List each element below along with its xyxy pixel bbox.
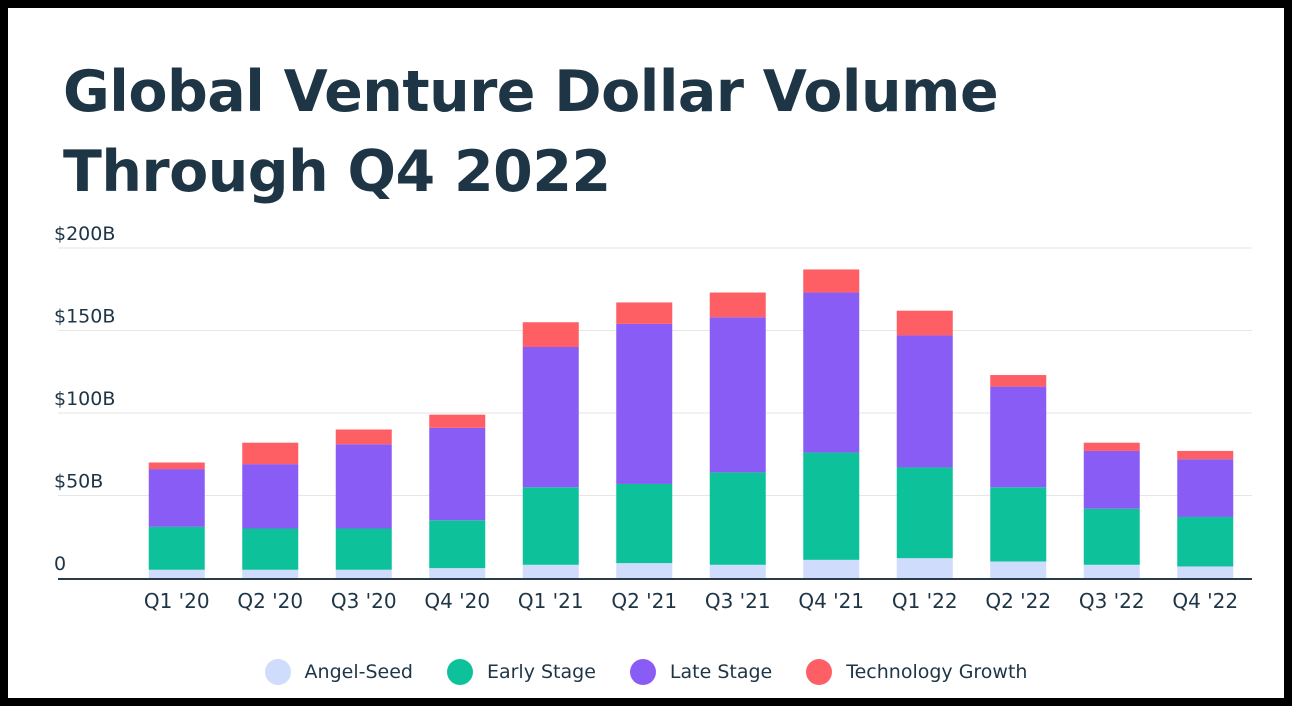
bar-segment-late-stage (242, 464, 299, 529)
y-tick-label: $50B (54, 471, 103, 493)
x-tick-label: Q2 '21 (611, 589, 677, 613)
bar-segment-angel-seed (709, 564, 766, 578)
x-tick-label: Q2 '22 (985, 589, 1051, 613)
legend-label: Early Stage (486, 661, 596, 683)
bar-segment-technology-growth (335, 429, 392, 445)
bar-segment-angel-seed (1083, 564, 1140, 578)
bar-segment-technology-growth (1083, 442, 1140, 451)
y-tick-label: $200B (54, 223, 115, 245)
bar-segment-early-stage (1083, 508, 1140, 565)
bar-segment-angel-seed (429, 568, 486, 578)
x-tick-label: Q1 '22 (892, 589, 958, 613)
chart-title: Global Venture Dollar Volume Through Q4 … (63, 59, 999, 205)
bar-segment-angel-seed (522, 564, 579, 578)
bar-segment-technology-growth (148, 462, 205, 470)
bar-segment-late-stage (616, 323, 673, 484)
bar-segment-early-stage (709, 472, 766, 565)
bar-segment-technology-growth (616, 302, 673, 324)
x-tick-label: Q1 '20 (144, 589, 210, 613)
legend-swatch (629, 659, 656, 685)
bar-segment-technology-growth (803, 269, 860, 293)
legend-swatch (446, 659, 473, 685)
bar-segment-technology-growth (1177, 450, 1234, 460)
bar-segment-early-stage (522, 487, 579, 565)
x-tick-label: Q4 '22 (1172, 589, 1238, 613)
y-tick-label: 0 (54, 553, 66, 575)
legend-item: Early Stage (446, 659, 596, 685)
bar-segment-early-stage (148, 526, 205, 570)
bar-segment-early-stage (803, 452, 860, 560)
bars (148, 269, 1234, 578)
bar-segment-technology-growth (896, 310, 953, 336)
stacked-bar-chart: 0$50B$100B$150B$200B Q1 '20 Q2 '20 Q3 '20 Q… (54, 223, 1252, 613)
bar-segment-early-stage (1177, 516, 1234, 567)
legend-item: Angel-Seed (264, 659, 413, 685)
legend-label: Angel-Seed (304, 661, 413, 683)
bar-segment-late-stage (709, 317, 766, 473)
bar-segment-late-stage (896, 335, 953, 468)
x-tick-label: Q3 '21 (705, 589, 771, 613)
bar-segment-late-stage (522, 347, 579, 488)
legend-swatch (806, 659, 833, 685)
bar-segment-early-stage (990, 487, 1047, 562)
bar-segment-early-stage (429, 520, 486, 569)
bar-segment-angel-seed (803, 559, 860, 578)
bar-segment-technology-growth (429, 414, 486, 428)
bar-segment-late-stage (429, 427, 486, 521)
x-tick-label: Q3 '22 (1079, 589, 1145, 613)
bar-segment-late-stage (148, 469, 205, 527)
x-tick-label: Q4 '21 (798, 589, 864, 613)
bar-segment-early-stage (616, 483, 673, 564)
x-axis-ticks: Q1 '20 Q2 '20 Q3 '20 Q4 '20 Q1 '21 Q2 '21 Q3 '… (144, 589, 1238, 613)
bar-segment-technology-growth (242, 442, 299, 465)
bar-segment-late-stage (990, 386, 1047, 488)
bar-segment-angel-seed (896, 558, 953, 578)
legend-item: Late Stage (629, 659, 773, 685)
bar-segment-angel-seed (990, 561, 1047, 578)
bar-segment-angel-seed (148, 569, 205, 578)
y-tick-label: $150B (54, 306, 115, 328)
x-tick-label: Q2 '20 (237, 589, 303, 613)
bar-segment-early-stage (896, 467, 953, 559)
bar-segment-technology-growth (709, 292, 766, 318)
x-tick-label: Q1 '21 (518, 589, 584, 613)
bar-segment-late-stage (1177, 459, 1234, 517)
bar-segment-technology-growth (990, 375, 1047, 387)
bar-segment-angel-seed (242, 569, 299, 578)
y-axis-ticks: 0 $50B $100B $150B $200B (54, 223, 115, 575)
bar-segment-late-stage (1083, 450, 1140, 509)
legend-label: Late Stage (669, 661, 773, 683)
legend-label: Technology Growth (846, 661, 1028, 683)
bar-segment-technology-growth (522, 322, 579, 347)
x-tick-label: Q4 '20 (424, 589, 490, 613)
bar-segment-early-stage (242, 528, 299, 570)
y-tick-label: $100B (54, 388, 115, 410)
bar-segment-angel-seed (1177, 566, 1234, 578)
legend: Angel-Seed Early Stage Late Stage Technolog… (8, 654, 1284, 690)
bar-segment-angel-seed (616, 563, 673, 578)
legend-item: Technology Growth (806, 659, 1027, 685)
bar-segment-late-stage (803, 292, 860, 453)
bar-segment-early-stage (335, 528, 392, 570)
chart-frame: Global Venture Dollar Volume Through Q4 … (8, 8, 1284, 698)
bar-segment-late-stage (335, 444, 392, 529)
x-tick-label: Q3 '20 (331, 589, 397, 613)
legend-swatch (264, 659, 291, 685)
bar-segment-angel-seed (335, 569, 392, 578)
